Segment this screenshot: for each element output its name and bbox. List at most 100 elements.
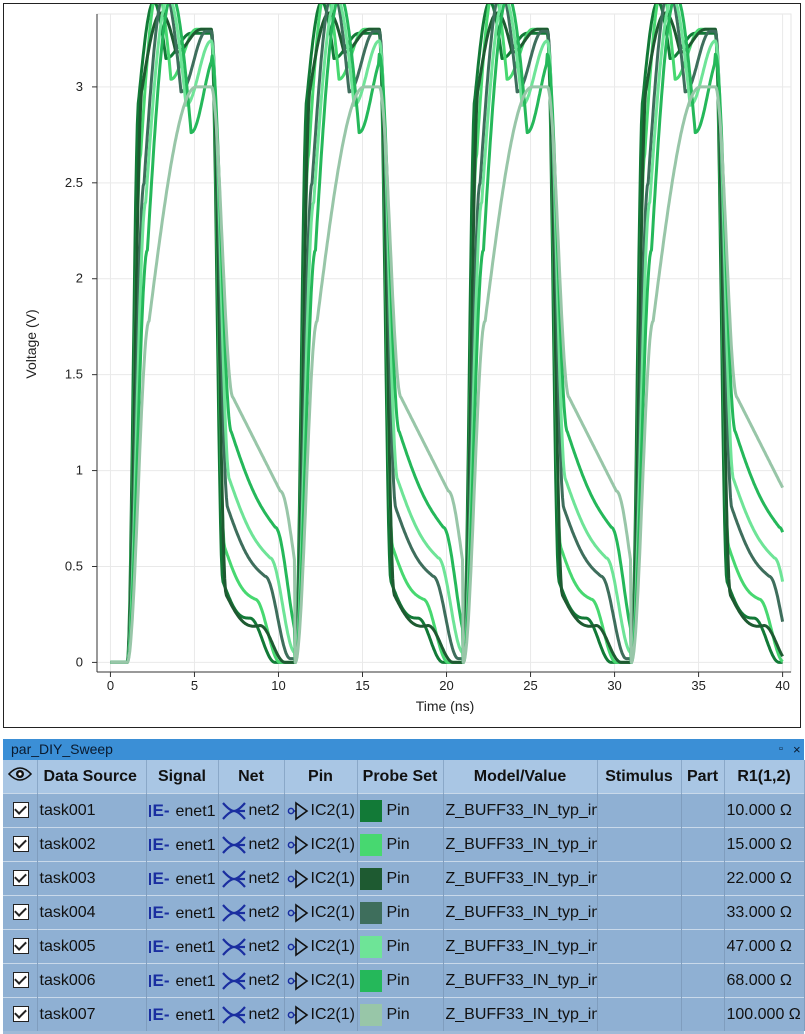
table-row[interactable]: task004 E-enet1 net2 IC2(1) Pin Z_BUFF33_IN_t… <box>3 895 805 930</box>
visibility-cell[interactable] <box>3 861 38 896</box>
visibility-checkbox[interactable] <box>13 870 29 887</box>
table-row[interactable]: task001 E-enet1 net2 IC2(1) Pin Z_BUFF33_IN_t… <box>3 793 805 828</box>
signal-cell[interactable]: E-enet1 <box>146 793 219 828</box>
probe-set-cell[interactable]: Pin <box>357 997 444 1031</box>
net-cell[interactable]: net2 <box>218 963 285 998</box>
model-value-cell[interactable]: Z_BUFF33_IN_typ_in <box>443 963 598 998</box>
visibility-checkbox[interactable] <box>13 904 29 921</box>
column-header-stimulus[interactable]: Stimulus <box>597 760 682 794</box>
stimulus-cell[interactable] <box>597 895 682 930</box>
pin-cell[interactable]: IC2(1) <box>284 793 358 828</box>
stimulus-cell[interactable] <box>597 997 682 1031</box>
column-header-part[interactable]: Part <box>681 760 725 794</box>
table-row[interactable]: task002 E-enet1 net2 IC2(1) Pin Z_BUFF33_IN_t… <box>3 827 805 862</box>
net-cell[interactable]: net2 <box>218 997 285 1031</box>
visibility-checkbox[interactable] <box>13 802 29 819</box>
visibility-cell[interactable] <box>3 963 38 998</box>
column-header-probe-set[interactable]: Probe Set <box>357 760 444 794</box>
table-row[interactable]: task005 E-enet1 net2 IC2(1) Pin Z_BUFF33_IN_t… <box>3 929 805 964</box>
part-cell[interactable] <box>681 929 725 964</box>
stimulus-cell[interactable] <box>597 963 682 998</box>
visibility-cell[interactable] <box>3 827 38 862</box>
column-header-data-source[interactable]: Data Source <box>37 760 147 794</box>
data-source-cell[interactable]: task004 <box>37 895 147 930</box>
stimulus-cell[interactable] <box>597 827 682 862</box>
visibility-cell[interactable] <box>3 895 38 930</box>
visibility-checkbox[interactable] <box>13 972 29 989</box>
column-header-model-value[interactable]: Model/Value <box>443 760 598 794</box>
close-panel-button[interactable]: × <box>793 742 801 757</box>
visibility-checkbox[interactable] <box>13 836 29 853</box>
pin-cell[interactable]: IC2(1) <box>284 895 358 930</box>
pin-panel-button[interactable]: ▫ <box>779 743 783 755</box>
series-line-task004[interactable] <box>109 4 785 664</box>
r1-cell[interactable]: 22.000 Ω <box>724 861 805 896</box>
net-cell[interactable]: net2 <box>218 827 285 862</box>
waveform-plot[interactable]: 0 5 10 15 20 25 30 35 40 0 0.5 1 1.5 2 2.5 3 Time (ns) … <box>3 3 801 728</box>
net-cell[interactable]: net2 <box>218 929 285 964</box>
table-row[interactable]: task003 E-enet1 net2 IC2(1) Pin Z_BUFF33_IN_t… <box>3 861 805 896</box>
r1-cell[interactable]: 68.000 Ω <box>724 963 805 998</box>
data-source-cell[interactable]: task003 <box>37 861 147 896</box>
stimulus-cell[interactable] <box>597 861 682 896</box>
probe-set-cell[interactable]: Pin <box>357 861 444 896</box>
visibility-cell[interactable] <box>3 997 38 1031</box>
table-row[interactable]: task007 E-enet1 net2 IC2(1) Pin Z_BUFF33_IN_t… <box>3 997 805 1031</box>
column-header-net[interactable]: Net <box>218 760 285 794</box>
visibility-checkbox[interactable] <box>13 1006 29 1023</box>
r1-cell[interactable]: 33.000 Ω <box>724 895 805 930</box>
data-source-cell[interactable]: task002 <box>37 827 147 862</box>
probe-set-cell[interactable]: Pin <box>357 963 444 998</box>
part-cell[interactable] <box>681 861 725 896</box>
r1-cell[interactable]: 100.000 Ω <box>724 997 805 1031</box>
model-value-cell[interactable]: Z_BUFF33_IN_typ_in <box>443 997 598 1031</box>
series-line-task005[interactable] <box>109 4 785 664</box>
net-cell[interactable]: net2 <box>218 793 285 828</box>
model-value-cell[interactable]: Z_BUFF33_IN_typ_in <box>443 793 598 828</box>
series-line-task007[interactable] <box>109 85 784 664</box>
data-source-cell[interactable]: task007 <box>37 997 147 1031</box>
signal-cell[interactable]: E-enet1 <box>146 895 219 930</box>
r1-cell[interactable]: 15.000 Ω <box>724 827 805 862</box>
part-cell[interactable] <box>681 963 725 998</box>
signal-cell[interactable]: E-enet1 <box>146 997 219 1031</box>
probe-set-cell[interactable]: Pin <box>357 793 444 828</box>
probe-set-cell[interactable]: Pin <box>357 929 444 964</box>
visibility-cell[interactable] <box>3 793 38 828</box>
model-value-cell[interactable]: Z_BUFF33_IN_typ_in <box>443 827 598 862</box>
part-cell[interactable] <box>681 895 725 930</box>
model-value-cell[interactable]: Z_BUFF33_IN_typ_in <box>443 861 598 896</box>
net-cell[interactable]: net2 <box>218 895 285 930</box>
model-value-cell[interactable]: Z_BUFF33_IN_typ_in <box>443 895 598 930</box>
visibility-column-header[interactable] <box>3 760 38 794</box>
pin-cell[interactable]: IC2(1) <box>284 929 358 964</box>
pin-cell[interactable]: IC2(1) <box>284 997 358 1031</box>
probe-set-cell[interactable]: Pin <box>357 827 444 862</box>
data-source-cell[interactable]: task001 <box>37 793 147 828</box>
net-cell[interactable]: net2 <box>218 861 285 896</box>
column-header-signal[interactable]: Signal <box>146 760 219 794</box>
signal-cell[interactable]: E-enet1 <box>146 963 219 998</box>
visibility-cell[interactable] <box>3 929 38 964</box>
probe-set-cell[interactable]: Pin <box>357 895 444 930</box>
pin-cell[interactable]: IC2(1) <box>284 827 358 862</box>
visibility-checkbox[interactable] <box>13 938 29 955</box>
r1-cell[interactable]: 47.000 Ω <box>724 929 805 964</box>
signal-cell[interactable]: E-enet1 <box>146 861 219 896</box>
part-cell[interactable] <box>681 997 725 1031</box>
stimulus-cell[interactable] <box>597 929 682 964</box>
part-cell[interactable] <box>681 793 725 828</box>
stimulus-cell[interactable] <box>597 793 682 828</box>
data-source-cell[interactable]: task006 <box>37 963 147 998</box>
pin-cell[interactable]: IC2(1) <box>284 861 358 896</box>
signal-cell[interactable]: E-enet1 <box>146 929 219 964</box>
r1-cell[interactable]: 10.000 Ω <box>724 793 805 828</box>
part-cell[interactable] <box>681 827 725 862</box>
column-header-r1[interactable]: R1(1,2) <box>724 760 805 794</box>
data-source-cell[interactable]: task005 <box>37 929 147 964</box>
column-header-pin[interactable]: Pin <box>284 760 358 794</box>
signal-cell[interactable]: E-enet1 <box>146 827 219 862</box>
table-row[interactable]: task006 E-enet1 net2 IC2(1) Pin Z_BUFF33_IN_t… <box>3 963 805 998</box>
pin-cell[interactable]: IC2(1) <box>284 963 358 998</box>
